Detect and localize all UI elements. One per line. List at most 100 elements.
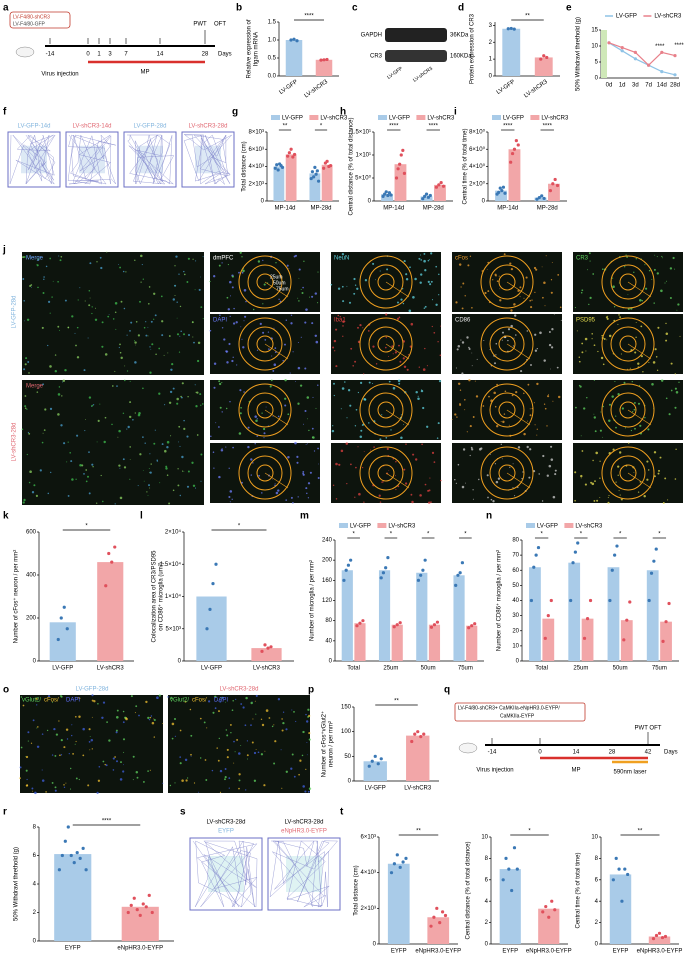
cell [25,769,28,772]
cell [115,731,118,734]
cell [135,705,138,708]
cell [317,476,320,480]
cell [159,482,161,484]
cell [591,338,593,340]
cell [658,469,660,472]
panel-label: q [444,685,450,696]
cell [501,339,503,341]
cell [41,779,45,782]
data-point [625,618,629,622]
cell [405,443,407,445]
data-point [542,196,546,201]
channel-label: cFos [455,256,468,262]
cell [522,471,524,473]
cell [67,326,70,329]
cell [492,500,495,503]
cell [150,320,153,323]
data-point [623,867,627,871]
y-tick-label: 0 [348,779,352,785]
cell [264,339,267,341]
cell [342,320,345,323]
cell [548,464,552,468]
cell [112,769,115,771]
x-tick-label: LV-GFP [201,666,222,672]
cell [602,268,604,270]
cell [245,696,248,700]
data-point [395,853,399,857]
y-tick-label: 6×10³ [248,147,264,153]
cell [211,769,214,772]
x-tick-label: 50um [421,666,436,672]
cell [91,404,94,407]
cell [142,278,144,280]
cell [495,342,498,345]
cell [111,385,114,387]
cell [333,339,337,343]
cell [342,335,344,337]
cell [644,416,646,419]
cell [420,259,423,261]
panel-label: o [3,685,9,696]
cell [424,305,427,308]
cell [148,484,150,487]
legend-box [9,11,71,29]
panel-c-blot: GAPDH CR3 36KDa 160KDa LV-GFP LV-shCR3 [361,28,472,84]
data-point [81,846,85,850]
cell [533,402,535,404]
cell [529,408,531,410]
cell [293,711,295,713]
cell [456,416,458,418]
ring [359,446,413,500]
cell [619,316,621,319]
y-tick-label: 4×10³ [360,870,376,876]
cell [302,286,304,289]
cell [71,724,73,726]
cell [415,458,418,461]
cell [550,458,554,461]
cell [75,740,77,743]
cell [620,498,622,500]
cell [424,269,427,272]
cell [206,727,208,729]
cell [91,699,94,702]
cell [648,269,651,272]
cell [461,341,465,344]
cell [546,425,548,427]
data-point [373,754,377,758]
channel-label: Merge [26,384,44,390]
cell [114,311,117,314]
cell [474,380,476,382]
data-point [553,908,557,912]
cell [238,787,240,790]
cell [79,287,81,289]
cell [580,474,583,478]
cell [37,726,39,728]
cell [670,389,673,392]
data-point [386,193,390,198]
cell [49,365,52,368]
cell [165,467,168,470]
cell [22,501,25,504]
bar [196,596,227,661]
cell [243,320,245,322]
cell [512,487,514,489]
cell [548,343,552,347]
cell [199,393,202,396]
annotation: **** [655,44,665,50]
panel-q-diagram: LV-F4/80-shCR3+ CaMKIIa-eNpHR3.0-EYFP/ C… [454,702,678,776]
series-line [608,42,676,67]
cell [103,440,106,444]
y-tick-label: 2×10³ [248,181,264,187]
cell [388,470,390,472]
cell [375,363,378,365]
size-label: 36KDa [450,33,469,39]
x-tick-label: 1d [619,83,626,89]
cell [363,450,365,452]
cell [600,411,602,413]
cell [274,483,276,485]
cell [242,706,245,709]
cell [593,413,595,415]
cell [174,284,177,287]
cell [228,777,231,779]
